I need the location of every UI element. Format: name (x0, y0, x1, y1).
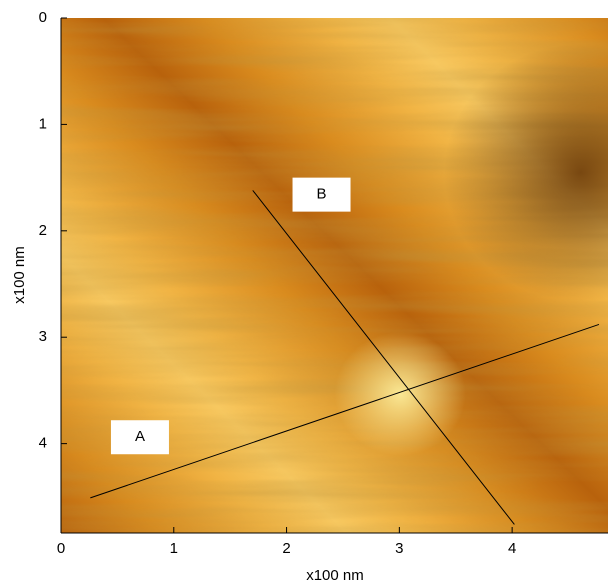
profile-line (90, 323, 600, 499)
x-tick-label: 2 (282, 540, 290, 557)
y-tick-label: 0 (39, 9, 47, 26)
profile-line (252, 190, 515, 525)
overlay: AB (90, 177, 600, 525)
y-tick-label: 2 (39, 222, 47, 239)
y-tick-label: 1 (39, 115, 47, 132)
y-axis-label: x100 nm (11, 246, 28, 304)
x-tick-label: 3 (395, 540, 403, 557)
x-tick-label: 1 (170, 540, 178, 557)
label-box (292, 177, 351, 212)
line-label: A (135, 428, 145, 445)
y-tick-label: 3 (39, 328, 47, 345)
line-label: B (317, 186, 327, 203)
x-tick-label: 4 (508, 540, 516, 557)
afm-image (61, 18, 608, 533)
x-tick-label: 0 (57, 540, 65, 557)
label-box (110, 420, 169, 455)
x-axis-label: x100 nm (306, 567, 364, 584)
y-tick-label: 4 (39, 435, 47, 452)
